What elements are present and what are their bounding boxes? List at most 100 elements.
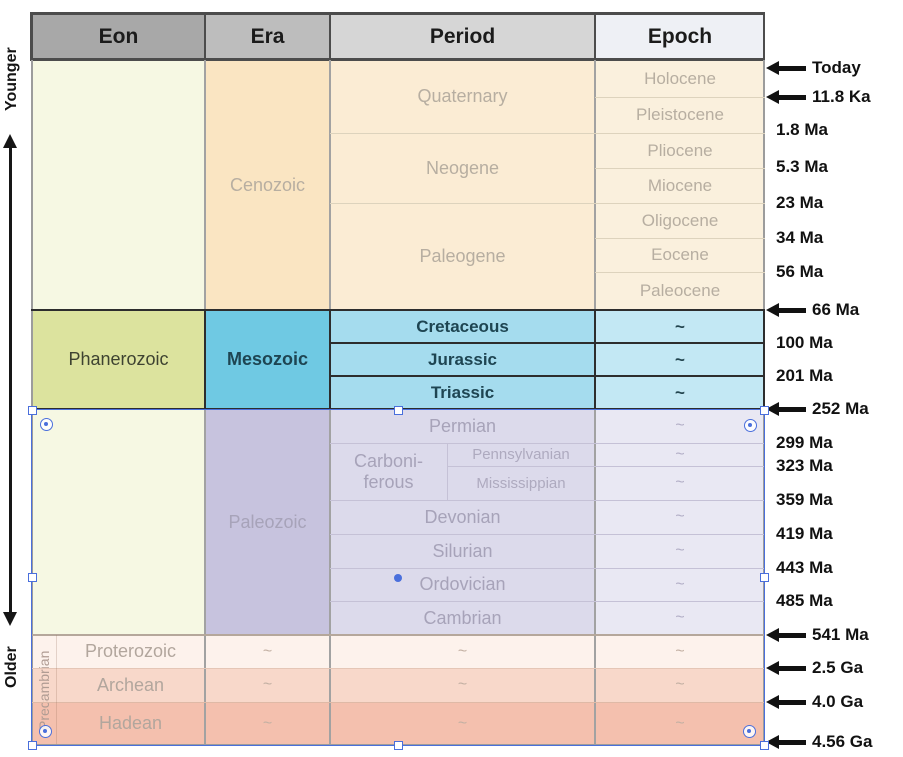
left-arrow-icon <box>766 90 806 104</box>
epoch-paleocene: Paleocene <box>595 272 765 310</box>
snap-marker-top-left-icon <box>39 417 53 431</box>
epoch-devonian-tilde: ~ <box>595 500 765 534</box>
epoch-mississippian-tilde: ~ <box>595 466 765 500</box>
header-era: Era <box>205 14 330 60</box>
epoch-cretaceous-tilde: ~ <box>595 310 765 343</box>
time-marker-541ma: 541 Ma <box>766 622 903 648</box>
snap-marker-top-right-icon <box>743 418 757 432</box>
header-period: Period <box>330 14 595 60</box>
time-marker-252ma: 252 Ma <box>766 396 903 422</box>
left-arrow-icon <box>766 61 806 75</box>
time-marker-359ma: 359 Ma <box>776 490 833 509</box>
left-arrow-icon <box>766 735 806 749</box>
snap-marker-bottom-right-icon <box>742 724 756 738</box>
era-mesozoic: Mesozoic <box>205 310 330 409</box>
time-marker-56ma: 56 Ma <box>776 262 824 281</box>
period-neogene: Neogene <box>330 133 595 203</box>
time-marker-1-8ma: 1.8 Ma <box>776 120 828 139</box>
epoch-pleistocene: Pleistocene <box>595 97 765 133</box>
resize-handle-top-left[interactable] <box>27 405 37 415</box>
resize-handle-top-center[interactable] <box>393 405 403 415</box>
time-marker-today: Today <box>766 55 903 81</box>
axis-arrow-up-icon <box>3 134 17 148</box>
left-arrow-icon <box>766 661 806 675</box>
epoch-eocene: Eocene <box>595 238 765 272</box>
left-arrow-icon <box>766 303 806 317</box>
snap-marker-bottom-left-icon <box>38 724 52 738</box>
period-silurian: Silurian <box>330 534 595 568</box>
epoch-proterozoic-tilde: ~ <box>675 642 685 660</box>
period-quaternary: Quaternary <box>330 60 595 133</box>
epoch-oligocene: Oligocene <box>595 203 765 238</box>
epoch-triassic-tilde: ~ <box>595 376 765 409</box>
eon-phanerozoic-lower <box>32 409 205 635</box>
time-marker-419ma: 419 Ma <box>776 524 833 543</box>
epoch-pennsylvanian-tilde: ~ <box>595 443 765 466</box>
time-marker-34ma: 34 Ma <box>776 228 824 247</box>
row-archean-bg <box>32 668 765 702</box>
resize-handle-middle-left[interactable] <box>27 573 37 582</box>
time-marker-4-0ga: 4.0 Ga <box>766 689 903 715</box>
epoch-silurian-tilde: ~ <box>595 534 765 568</box>
resize-handle-bottom-center[interactable] <box>393 740 403 750</box>
period-archean-tilde: ~ <box>457 676 468 693</box>
left-arrow-icon <box>766 628 806 642</box>
older-axis-label: Older <box>3 646 20 688</box>
period-cambrian: Cambrian <box>330 601 595 635</box>
era-hadean-tilde: ~ <box>262 714 273 732</box>
resize-handle-top-right[interactable] <box>759 405 769 415</box>
epoch-permian-tilde: ~ <box>595 409 765 443</box>
time-marker-443ma: 443 Ma <box>776 558 833 577</box>
eon-archean: Archean <box>96 674 165 695</box>
row-hadean-bg <box>32 702 765 745</box>
period-carboniferous: Carboni- ferous <box>330 443 447 500</box>
epoch-archean-tilde: ~ <box>675 676 685 693</box>
resize-handle-bottom-left[interactable] <box>27 740 37 750</box>
eon-phanerozoic-upper <box>32 60 205 310</box>
left-arrow-icon <box>766 695 806 709</box>
period-devonian: Devonian <box>330 500 595 534</box>
period-jurassic: Jurassic <box>330 343 595 376</box>
time-marker-2-5ga: 2.5 Ga <box>766 655 903 681</box>
time-axis-line <box>9 147 12 613</box>
epoch-pliocene: Pliocene <box>595 133 765 168</box>
eon-proterozoic: Proterozoic <box>84 641 177 661</box>
era-proterozoic-tilde: ~ <box>262 642 273 660</box>
epoch-miocene: Miocene <box>595 168 765 203</box>
time-marker-485ma: 485 Ma <box>776 591 833 610</box>
period-triassic: Triassic <box>330 376 595 409</box>
time-marker-100ma: 100 Ma <box>776 333 833 352</box>
time-marker-4-56ga: 4.56 Ga <box>766 729 903 755</box>
period-paleogene: Paleogene <box>330 203 595 310</box>
epoch-holocene: Holocene <box>595 60 765 97</box>
period-hadean-tilde: ~ <box>457 714 468 732</box>
younger-axis-label: Younger <box>3 47 20 111</box>
eon-hadean: Hadean <box>98 713 163 733</box>
period-proterozoic-tilde: ~ <box>457 642 468 660</box>
axis-arrow-down-icon <box>3 612 17 626</box>
time-marker-23ma: 23 Ma <box>776 193 824 212</box>
period-mississippian: Mississippian <box>447 466 595 500</box>
period-permian: Permian <box>330 409 595 443</box>
left-arrow-icon <box>766 402 806 416</box>
time-marker-323ma: 323 Ma <box>776 456 833 475</box>
epoch-jurassic-tilde: ~ <box>595 343 765 376</box>
period-pennsylvanian: Pennsylvanian <box>447 443 595 466</box>
epoch-hadean-tilde: ~ <box>675 714 685 732</box>
row-proterozoic-bg <box>32 635 765 668</box>
header-epoch: Epoch <box>595 14 765 60</box>
epoch-cambrian-tilde: ~ <box>595 601 765 635</box>
epoch-ordovician-tilde: ~ <box>595 568 765 601</box>
selection-center-dot <box>394 574 402 582</box>
period-ordovician: Ordovician <box>330 568 595 601</box>
resize-handle-bottom-right[interactable] <box>759 740 769 750</box>
eon-phanerozoic: Phanerozoic <box>32 310 205 409</box>
time-marker-299ma: 299 Ma <box>776 433 833 452</box>
time-marker-11-8ka: 11.8 Ka <box>766 84 903 110</box>
resize-handle-middle-right[interactable] <box>759 573 769 582</box>
time-marker-5-3ma: 5.3 Ma <box>776 157 828 176</box>
header-eon: Eon <box>32 14 205 60</box>
period-cretaceous: Cretaceous <box>330 310 595 343</box>
time-marker-66ma: 66 Ma <box>766 297 903 323</box>
